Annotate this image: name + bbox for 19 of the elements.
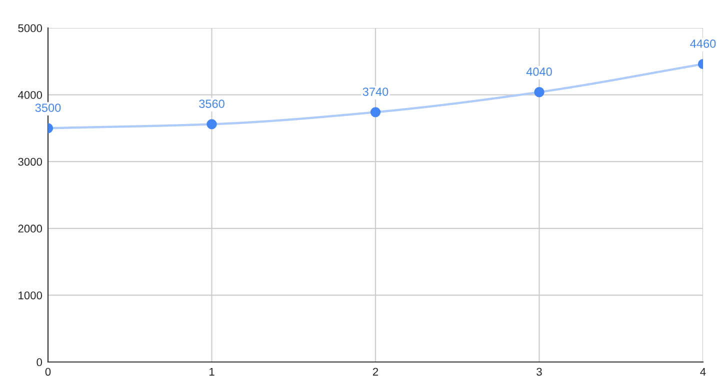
point <box>370 107 381 118</box>
y-tick-label: 4000 <box>18 91 42 99</box>
x-tick-label: 3 <box>536 368 542 376</box>
data-label: 3500 <box>35 104 61 112</box>
y-tick-label: 5000 <box>18 24 42 32</box>
x-tick-label: 0 <box>45 368 51 376</box>
data-label: 3740 <box>362 88 388 96</box>
data-label: 4460 <box>690 39 716 48</box>
y-tick-label: 2000 <box>18 224 42 233</box>
y-tick-label: 3000 <box>18 158 42 166</box>
x-tick-label: 1 <box>210 368 214 376</box>
point <box>206 119 217 130</box>
x-tick-label: 4 <box>700 368 706 376</box>
y-tick-label: 1000 <box>18 291 42 300</box>
data-label: 4040 <box>526 68 552 76</box>
point <box>534 87 544 98</box>
y-tick-label: 0 <box>36 358 42 366</box>
x-tick-label: 2 <box>372 368 378 376</box>
data-label: 3560 <box>199 100 224 108</box>
